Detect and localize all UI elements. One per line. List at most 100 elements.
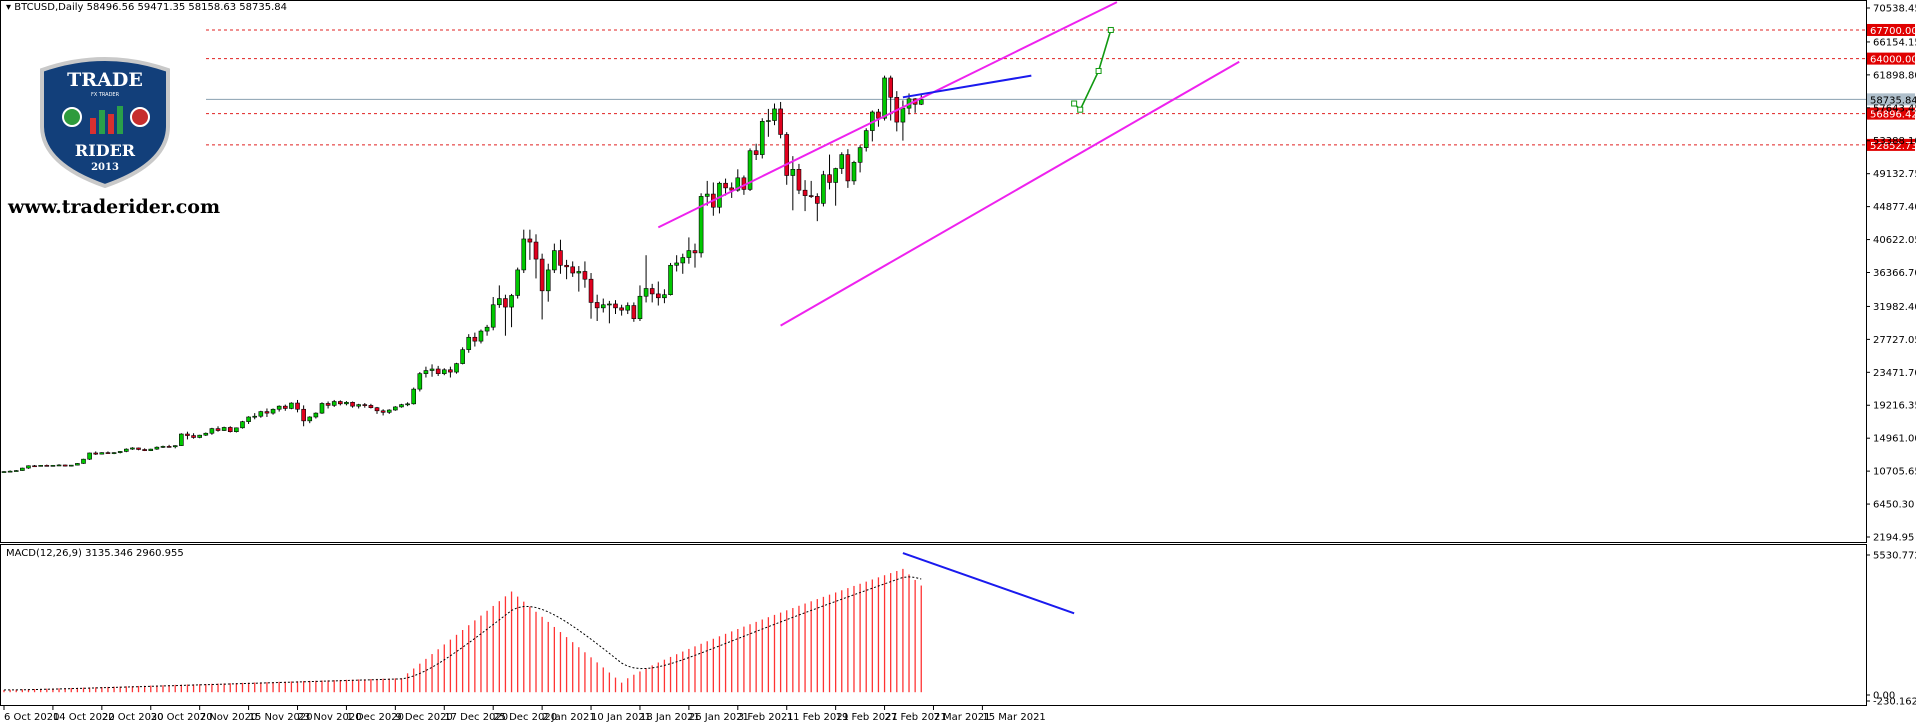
bull-candle — [209, 428, 215, 434]
trendlines — [657, 1, 1240, 327]
bear-candle — [136, 447, 141, 450]
bull-candle — [466, 336, 472, 350]
trade-rider-logo: TRADE FX TRADER RIDER 2013 — [40, 57, 170, 188]
divergence-price-line — [902, 74, 1032, 99]
bull-candle — [509, 295, 514, 308]
projection-point — [1095, 67, 1102, 74]
bull-candle — [680, 257, 686, 264]
bull-candle — [662, 294, 667, 299]
y-tick-label: 10705.65 — [1873, 467, 1916, 478]
projection-point — [1107, 26, 1114, 33]
bear-candle — [62, 464, 68, 467]
bull-candle — [772, 108, 777, 121]
bull-candle — [50, 465, 56, 467]
macd-panel-frame — [0, 544, 1867, 706]
bull-candle — [26, 465, 31, 469]
bull-candle — [289, 402, 294, 409]
x-tick-label: 26 Jan 2021 — [689, 712, 749, 723]
bear-candle — [814, 196, 820, 204]
bear-candle — [295, 402, 300, 410]
x-tick-label: 17 Dec 2020 — [444, 712, 508, 723]
bull-candle — [68, 464, 74, 467]
bull-candle — [833, 168, 838, 183]
website-link[interactable]: www.traderider.com — [8, 196, 221, 218]
x-tick-label: 18 Jan 2021 — [640, 712, 700, 723]
bear-candle — [472, 336, 478, 342]
price-label: 52852.73 — [1870, 141, 1916, 152]
y-tick-label: 49132.75 — [1873, 169, 1916, 180]
y-tick-label: 2194.95 — [1873, 533, 1914, 544]
macd-y-tick-label: -230.162 — [1873, 697, 1916, 708]
bull-candle — [576, 271, 582, 274]
y-tick-label: 23471.70 — [1873, 368, 1916, 379]
bull-candle — [839, 154, 845, 169]
bull-candle — [344, 401, 349, 405]
y-tick-label: 70538.45 — [1873, 4, 1916, 15]
bull-candle — [221, 427, 227, 431]
bear-candle — [527, 238, 533, 243]
bull-candle — [258, 411, 264, 417]
y-tick-label: 27727.05 — [1873, 335, 1916, 346]
bear-candle — [448, 369, 453, 373]
bull-candle — [154, 446, 160, 450]
bull-candle — [331, 401, 337, 406]
y-tick-label: 40622.05 — [1873, 235, 1916, 246]
bull-candle — [393, 406, 398, 411]
bull-candle — [637, 295, 643, 319]
bull-candle — [900, 107, 906, 123]
bull-candle — [478, 330, 484, 342]
bull-candle — [203, 432, 209, 436]
price-label-box — [1867, 107, 1915, 120]
bull-candle — [735, 177, 741, 191]
bull-candle — [111, 452, 117, 454]
bull-candle — [313, 412, 319, 418]
bull-candle — [276, 405, 282, 410]
bull-candle — [319, 403, 325, 414]
bear-candle — [656, 293, 661, 299]
bull-candle — [386, 409, 392, 413]
bull-candle — [521, 238, 527, 271]
bull-candle — [759, 121, 765, 155]
bull-candle — [240, 421, 245, 429]
bull-candle — [399, 404, 404, 408]
bear-candle — [282, 405, 288, 409]
bull-icon — [62, 107, 82, 127]
y-tick-label: 66154.15 — [1873, 37, 1916, 48]
price-label-box — [1867, 52, 1915, 65]
bull-candle — [686, 250, 692, 258]
bear-candle — [570, 266, 575, 274]
y-tick-label: 31982.40 — [1873, 302, 1916, 313]
projection-path — [1073, 29, 1112, 112]
bear-candle — [753, 150, 759, 155]
logo-bar-icon — [90, 118, 96, 134]
price-label-box — [1867, 138, 1915, 151]
bull-candle — [918, 99, 924, 105]
bear-candle — [588, 278, 594, 303]
bull-candle — [356, 404, 361, 407]
bear-candle — [264, 411, 270, 414]
bear-candle — [796, 168, 802, 191]
y-tick-label: 14961.00 — [1873, 434, 1916, 445]
x-tick-label: 23 Nov 2020 — [298, 712, 362, 723]
bull-candle — [423, 370, 429, 374]
macd-y-tick-label: 0.00 — [1873, 691, 1895, 702]
bear-candle — [362, 404, 368, 406]
bear-candle — [374, 407, 380, 412]
bull-candle — [124, 448, 129, 452]
x-tick-label: 15 Nov 2020 — [249, 712, 313, 723]
bear-candle — [533, 241, 539, 260]
bull-candle — [1, 471, 7, 473]
bull-candle — [515, 269, 520, 296]
x-tick-label: 7 Mar 2021 — [933, 712, 990, 723]
bull-candle — [441, 369, 447, 374]
channel-upper-line — [657, 1, 1118, 229]
bull-candle — [38, 465, 43, 467]
bear-candle — [435, 368, 441, 374]
collapse-triangle-icon[interactable]: ▾ — [6, 2, 12, 13]
y-tick-label: 53388.10 — [1873, 136, 1916, 147]
bear-candle — [44, 465, 50, 467]
bull-candle — [307, 416, 313, 422]
ohlc-values: 58496.56 59471.35 58158.63 58735.84 — [86, 2, 288, 13]
price-axis: 70538.45 66154.15 61898.80 57643.45 53388.10… — [1866, 4, 1916, 708]
bear-candle — [32, 465, 37, 468]
